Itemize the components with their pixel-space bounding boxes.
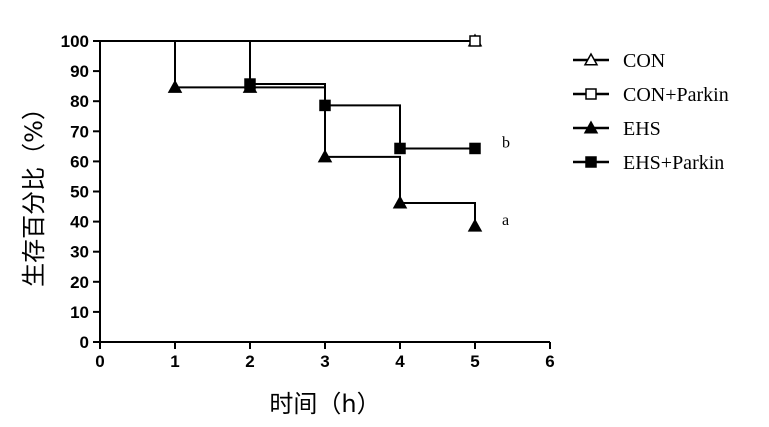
x-axis-label: 时间（h） xyxy=(269,390,380,418)
data-point xyxy=(469,142,481,155)
annotation-layer: ba xyxy=(502,134,510,229)
legend-label: EHS xyxy=(623,118,661,140)
data-point xyxy=(167,79,183,93)
annotation-label: a xyxy=(502,212,509,229)
legend-item: EHS+Parkin xyxy=(573,152,724,174)
y-tick-label: 10 xyxy=(70,303,89,322)
data-point xyxy=(394,142,406,155)
data-point xyxy=(392,195,408,209)
series-layer xyxy=(100,33,483,232)
x-tick-label: 6 xyxy=(545,352,554,371)
legend-marker xyxy=(585,88,597,100)
x-tick-label: 3 xyxy=(320,352,329,371)
y-tick-label: 70 xyxy=(70,122,89,141)
x-tick-label: 2 xyxy=(245,352,254,371)
y-axis-label: 生存百分比（%） xyxy=(20,96,48,287)
y-tick-label: 0 xyxy=(80,333,89,352)
annotation-label: b xyxy=(502,134,510,151)
legend-label: EHS+Parkin xyxy=(623,152,724,174)
series-line xyxy=(100,40,475,150)
x-tick-label: 4 xyxy=(395,352,405,371)
legend-item: EHS xyxy=(573,118,661,140)
data-point xyxy=(467,218,483,232)
y-tick-label: 60 xyxy=(70,152,89,171)
y-tick-label: 80 xyxy=(70,92,89,111)
y-tick-label: 40 xyxy=(70,213,89,232)
legend-item: CON xyxy=(573,50,665,72)
y-tick-label: 20 xyxy=(70,273,89,292)
data-point xyxy=(244,78,256,90)
legend-marker xyxy=(585,156,597,168)
legend-label: CON xyxy=(623,50,665,72)
data-point xyxy=(317,149,333,163)
x-tick-label: 0 xyxy=(95,352,104,371)
series-ehs xyxy=(100,40,476,227)
x-tick-label: 5 xyxy=(470,352,479,371)
series-ehs-parkin xyxy=(100,40,475,150)
y-tick-label: 30 xyxy=(70,243,89,262)
legend: CON CON+Parkin EHS EHS+Parkin xyxy=(573,50,729,174)
y-tick-label: 100 xyxy=(61,32,89,51)
legend-marker xyxy=(583,52,599,66)
y-tick-label: 50 xyxy=(70,183,89,202)
legend-label: CON+Parkin xyxy=(623,84,729,106)
x-tick-label: 1 xyxy=(170,352,179,371)
legend-item: CON+Parkin xyxy=(573,84,729,106)
data-point xyxy=(469,35,481,47)
legend-marker xyxy=(583,120,599,134)
y-tick-label: 90 xyxy=(70,62,89,81)
data-point xyxy=(319,99,331,112)
series-line xyxy=(100,40,476,227)
